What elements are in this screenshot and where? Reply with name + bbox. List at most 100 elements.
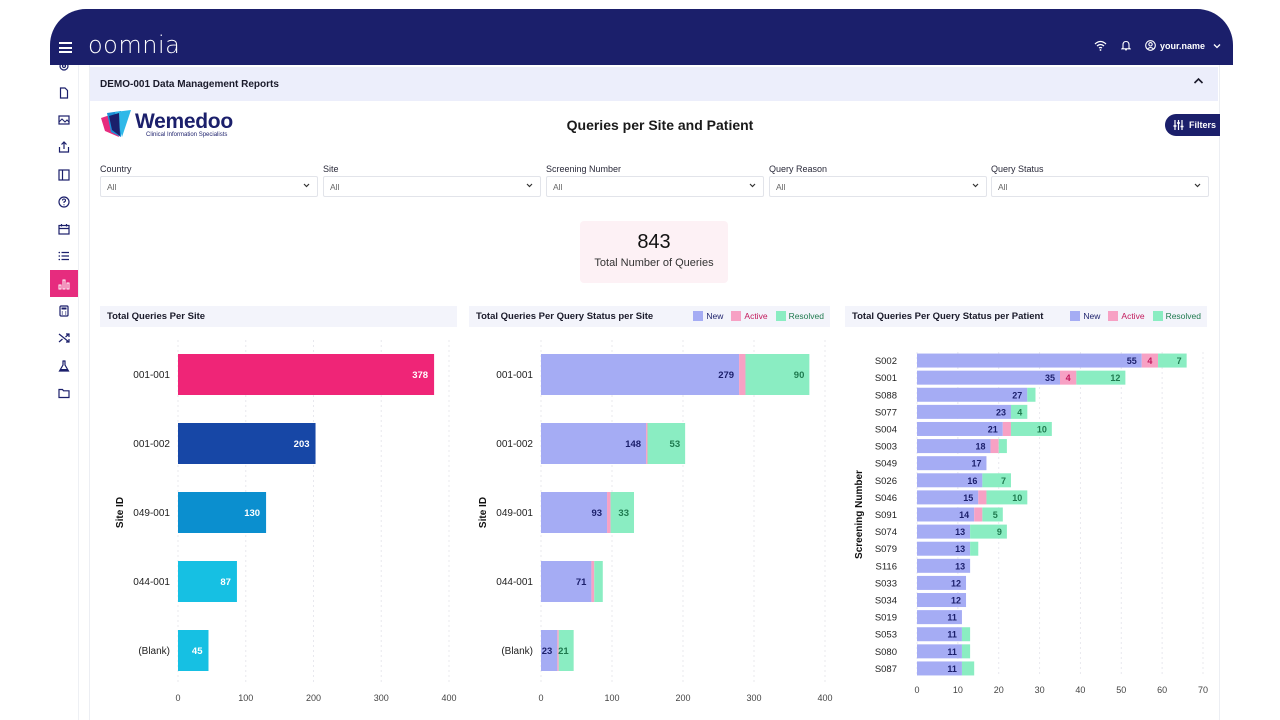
- user-menu[interactable]: your.name: [1145, 40, 1221, 51]
- legend-item-resolved[interactable]: Resolved: [1152, 311, 1201, 321]
- sidebar-item-calendar[interactable]: [50, 215, 78, 242]
- y-tick-label: 001-002: [496, 439, 533, 450]
- bar-segment-resolved: [970, 541, 979, 556]
- filter-country: Country All: [100, 164, 318, 197]
- bar-segment-new: [917, 507, 975, 522]
- bar-segment-new: [917, 661, 962, 676]
- sidebar-item-documents[interactable]: [50, 79, 78, 106]
- y-tick-label: (Blank): [138, 646, 170, 657]
- bar-segment-active: [1141, 353, 1159, 368]
- bar-chart-icon: [58, 279, 70, 290]
- legend-item-resolved[interactable]: Resolved: [775, 311, 824, 321]
- bar-segment-new: [917, 439, 991, 454]
- screening-number-select[interactable]: All: [546, 176, 764, 197]
- legend-label: Resolved: [788, 311, 824, 321]
- filter-screening-number: Screening Number All: [546, 164, 764, 197]
- chart-header-status-per-site: Total Queries Per Query Status per Site …: [469, 306, 830, 327]
- sidebar-item-lab[interactable]: [50, 352, 78, 379]
- bar-segment-resolved: [594, 561, 603, 602]
- sidebar-item-panel[interactable]: [50, 161, 78, 188]
- brand-logo: Wemedoo Clinical Information Specialists: [99, 110, 233, 139]
- chart-header-queries-per-site: Total Queries Per Site: [100, 306, 457, 327]
- segment-value-label: 11: [947, 647, 957, 657]
- x-tick-label: 100: [238, 693, 253, 703]
- query-reason-select[interactable]: All: [769, 176, 987, 197]
- y-tick-label: 001-001: [496, 370, 533, 381]
- legend-item-new[interactable]: New: [693, 311, 723, 321]
- y-tick-label: S026: [875, 476, 897, 487]
- segment-value-label: 12: [951, 578, 961, 588]
- x-tick-label: 40: [1075, 685, 1085, 695]
- y-tick-label: S034: [875, 596, 897, 607]
- chevron-down-icon: [1213, 43, 1221, 48]
- bar-segment-resolved: [1158, 353, 1187, 368]
- sidebar-item-list[interactable]: [50, 243, 78, 270]
- country-select[interactable]: All: [100, 176, 318, 197]
- bar-segment-resolved: [982, 507, 1003, 522]
- filters-label: Filters: [1189, 120, 1217, 130]
- x-tick-label: 100: [604, 693, 619, 703]
- select-value: All: [330, 181, 340, 192]
- bar-segment-new: [917, 404, 1011, 419]
- kpi-card: 843 Total Number of Queries: [580, 221, 728, 283]
- app-logo[interactable]: oomnia: [88, 31, 181, 59]
- wemedoo-logo-icon: [101, 110, 131, 137]
- document-icon: [59, 87, 69, 99]
- sidebar-item-reports[interactable]: [50, 270, 78, 298]
- y-tick-label: S049: [875, 459, 897, 470]
- sidebar-item-upload[interactable]: [50, 134, 78, 161]
- segment-value-label: 12: [951, 596, 961, 606]
- bar-segment-active: [607, 492, 611, 533]
- sidebar-item-files[interactable]: [50, 379, 78, 406]
- bar-segment-resolved: [982, 473, 1011, 488]
- y-axis-title: Site ID: [115, 497, 126, 528]
- bar-segment-new: [917, 593, 967, 608]
- bar-segment-active: [974, 507, 983, 522]
- bar-value-label: 203: [294, 439, 310, 450]
- filters-button[interactable]: Filters: [1165, 114, 1220, 136]
- segment-value-label: 148: [625, 439, 641, 450]
- bar-segment-new: [541, 354, 740, 395]
- legend-item-active[interactable]: Active: [731, 311, 768, 321]
- kpi-label: Total Number of Queries: [594, 257, 714, 269]
- legend-item-new[interactable]: New: [1070, 311, 1100, 321]
- wifi-icon[interactable]: [1094, 40, 1107, 51]
- select-value: All: [553, 181, 563, 192]
- legend-label: New: [706, 311, 724, 321]
- report-header[interactable]: DEMO-001 Data Management Reports: [90, 67, 1218, 101]
- select-value: All: [998, 181, 1008, 192]
- segment-value-label: 9: [997, 527, 1002, 537]
- sidebar-item-help[interactable]: [50, 188, 78, 215]
- query-status-select[interactable]: All: [991, 176, 1209, 197]
- y-tick-label: S001: [875, 373, 897, 384]
- y-tick-label: 049-001: [496, 508, 533, 519]
- bar-segment-new: [917, 473, 983, 488]
- filter-label: Site: [323, 164, 339, 174]
- legend-item-active[interactable]: Active: [1108, 311, 1145, 321]
- x-tick-label: 300: [374, 693, 389, 703]
- bar-segment-resolved: [1076, 370, 1126, 385]
- sidebar-item-settings[interactable]: [50, 61, 78, 79]
- menu-icon[interactable]: [59, 42, 72, 53]
- x-tick-label: 0: [175, 693, 180, 703]
- y-tick-label: S074: [875, 527, 897, 538]
- bar-segment-resolved: [961, 644, 971, 659]
- y-axis-title: Screening Number: [854, 470, 865, 559]
- bar-value-label: 130: [244, 508, 260, 519]
- filter-site: Site All: [323, 164, 541, 197]
- flask-icon: [58, 360, 70, 372]
- segment-value-label: 10: [1012, 493, 1022, 503]
- segment-value-label: 17: [971, 459, 981, 469]
- bar-segment-resolved: [961, 661, 975, 676]
- y-tick-label: S002: [875, 356, 897, 367]
- chevron-up-icon[interactable]: [1193, 77, 1204, 85]
- sidebar-item-calculator[interactable]: [50, 297, 78, 324]
- sidebar-item-images[interactable]: [50, 106, 78, 133]
- y-tick-label: 044-001: [496, 577, 533, 588]
- bar-segment-new: [917, 541, 971, 556]
- sidebar-item-randomization[interactable]: [50, 325, 78, 352]
- bar-value-label: 87: [220, 577, 231, 588]
- bell-icon[interactable]: [1120, 40, 1131, 51]
- bar-segment-resolved: [558, 630, 574, 671]
- site-select[interactable]: All: [323, 176, 541, 197]
